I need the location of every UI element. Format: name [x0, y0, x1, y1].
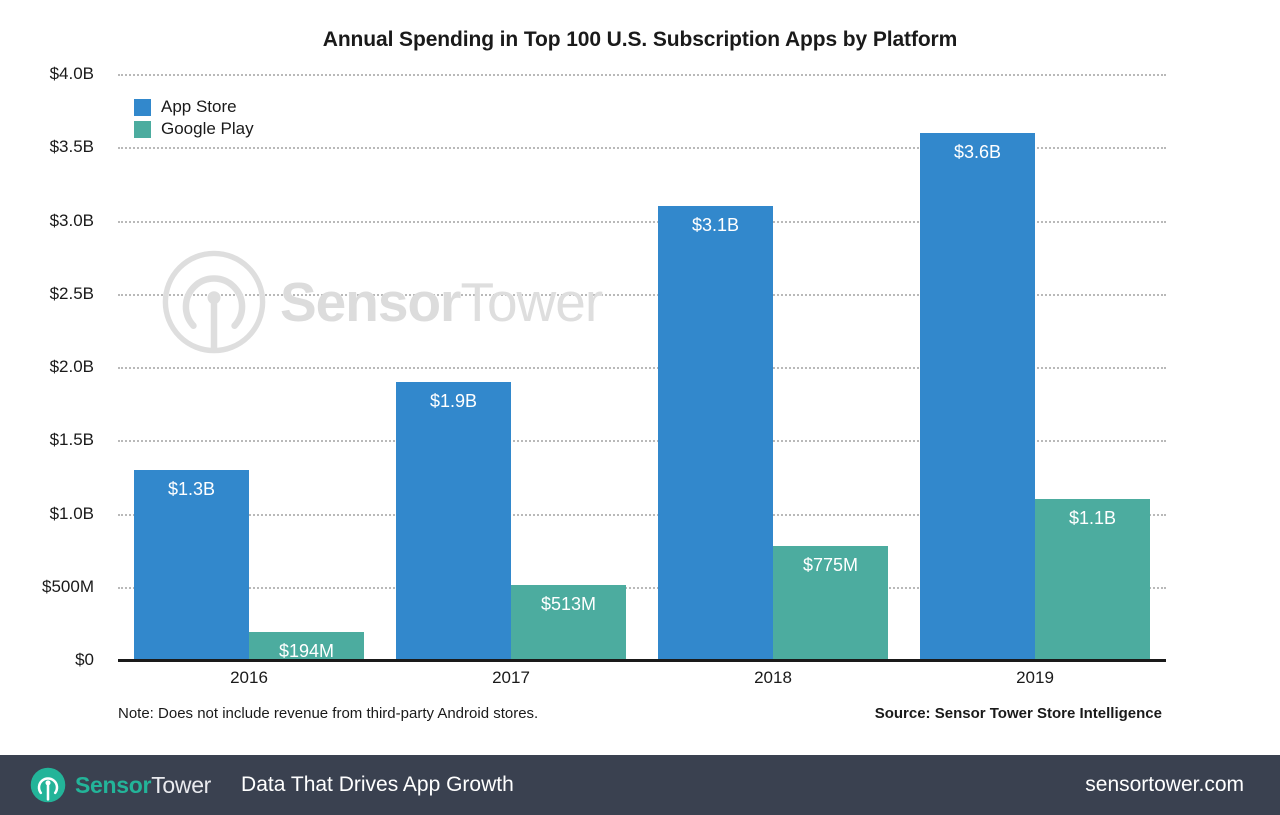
x-axis-line — [118, 659, 1166, 662]
bar-google-play-2017: $513M — [511, 584, 626, 660]
y-axis-tick-label: $4.0B — [49, 64, 94, 83]
bar-app-store-2018: $3.1B — [658, 205, 773, 660]
footer-brand: SensorTower — [75, 772, 211, 799]
bar-app-store-2017: $1.9B — [396, 381, 511, 660]
y-axis-tick-label: $2.0B — [49, 357, 94, 376]
footer-url[interactable]: sensortower.com — [1085, 773, 1244, 796]
legend-swatch-icon — [134, 98, 151, 116]
y-axis-tick-label: $1.0B — [49, 503, 94, 523]
bar-value-label: $1.1B — [1068, 507, 1117, 528]
bar-google-play-2018: $775M — [773, 546, 888, 660]
footer-brand-bold: Sensor — [75, 771, 152, 798]
legend-item[interactable]: Google Play — [134, 118, 254, 140]
chart-note: Note: Does not include revenue from thir… — [118, 705, 539, 722]
x-axis-tick-label: 2018 — [754, 668, 792, 687]
x-axis-tick-label: 2016 — [230, 668, 268, 687]
bar-value-label: $1.9B — [429, 390, 478, 411]
y-axis-tick-label: $3.0B — [49, 210, 94, 230]
bar-value-label: $513M — [540, 593, 597, 614]
gridline — [118, 586, 1166, 589]
gridline — [118, 367, 1166, 369]
footer-tagline: Data That Drives App Growth — [241, 773, 514, 796]
y-axis-tick-label: $500M — [42, 576, 94, 596]
footer-bar: SensorTower Data That Drives App Growth … — [0, 755, 1280, 815]
y-axis-tick-label: $3.5B — [49, 137, 94, 157]
bar-value-label: $1.3B — [167, 478, 216, 499]
footer-brand-light: Tower — [151, 771, 212, 798]
gridline — [118, 440, 1166, 443]
sensortower-logo-icon — [30, 767, 66, 803]
plot-area: $1.3B $194M $1.9B $513M $3.1B $775M $3.6B $1.1B — [118, 74, 1166, 661]
bar-value-label: $194M — [278, 640, 335, 661]
bar-value-label: $775M — [802, 555, 859, 576]
x-axis-tick-label: 2019 — [1016, 668, 1054, 687]
bar-google-play-2019: $1.1B — [1035, 498, 1150, 660]
chart-legend: App Store Google Play — [134, 96, 254, 140]
y-axis-tick-label: $1.5B — [49, 430, 94, 450]
x-axis-tick-label: 2017 — [492, 668, 530, 687]
chart-container: Annual Spending in Top 100 U.S. Subscrip… — [42, 28, 1166, 722]
footer-logo: SensorTower — [30, 767, 211, 803]
gridline — [118, 74, 1166, 76]
bar-app-store-2016: $1.3B — [134, 469, 249, 660]
y-axis-tick-label: $0 — [75, 650, 94, 669]
bar-value-label: $3.1B — [691, 214, 740, 235]
chart-source: Source: Sensor Tower Store Intelligence — [874, 705, 1162, 722]
bar-google-play-2016: $194M — [249, 631, 364, 661]
gridline — [118, 147, 1166, 150]
legend-item[interactable]: App Store — [134, 96, 254, 118]
gridline — [118, 513, 1166, 516]
bar-value-label: $3.6B — [953, 141, 1002, 162]
page-title: Annual Spending in Top 100 U.S. Subscrip… — [322, 28, 958, 51]
y-axis-tick-label: $2.5B — [49, 283, 94, 303]
legend-label: App Store — [161, 97, 237, 116]
gridline — [118, 293, 1166, 296]
legend-label: Google Play — [161, 119, 254, 138]
legend-swatch-icon — [134, 120, 151, 138]
gridline — [118, 220, 1166, 223]
bar-app-store-2019: $3.6B — [920, 132, 1035, 660]
